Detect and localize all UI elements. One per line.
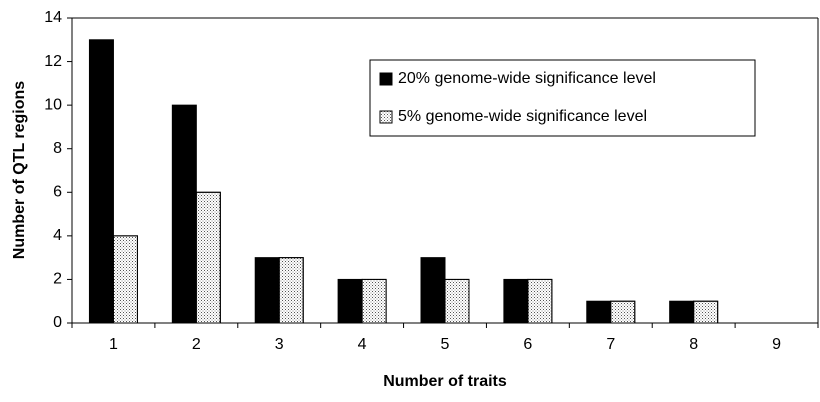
legend-label: 20% genome-wide significance level	[398, 70, 656, 87]
bar-pattern	[278, 257, 304, 324]
x-tick-label: 9	[772, 336, 781, 353]
y-tick-label: 12	[44, 53, 62, 70]
y-tick-label: 14	[44, 9, 62, 26]
bar-pattern	[693, 300, 719, 324]
x-tick-label: 6	[523, 336, 532, 353]
bar	[171, 104, 197, 324]
bar	[88, 39, 114, 324]
bar	[420, 257, 446, 324]
bar-pattern	[610, 300, 636, 324]
bar	[586, 300, 612, 324]
x-axis-title: Number of traits	[383, 373, 507, 390]
legend-swatch	[379, 72, 393, 86]
y-tick-label: 0	[53, 314, 62, 331]
y-tick-label: 2	[53, 271, 62, 288]
x-tick-label: 8	[689, 336, 698, 353]
y-tick-label: 4	[53, 227, 62, 244]
bar	[337, 278, 363, 324]
legend-swatch-pattern	[379, 110, 393, 124]
bar-pattern	[527, 278, 553, 324]
bar	[669, 300, 695, 324]
x-tick-label: 2	[192, 336, 201, 353]
bar	[254, 257, 280, 324]
bar-pattern	[361, 278, 387, 324]
x-tick-label: 4	[358, 336, 367, 353]
y-tick-label: 10	[44, 96, 62, 113]
bar-pattern	[444, 278, 470, 324]
x-tick-label: 3	[275, 336, 284, 353]
x-tick-label: 1	[109, 336, 118, 353]
x-tick-label: 7	[606, 336, 615, 353]
bar-pattern	[195, 191, 221, 324]
x-tick-label: 5	[441, 336, 450, 353]
bar	[503, 278, 529, 324]
y-axis-title: Number of QTL regions	[11, 81, 28, 259]
legend-label: 5% genome-wide significance level	[398, 108, 647, 125]
bar-pattern	[112, 235, 138, 324]
y-tick-label: 8	[53, 140, 62, 157]
legend-box	[369, 59, 756, 137]
y-tick-label: 6	[53, 184, 62, 201]
